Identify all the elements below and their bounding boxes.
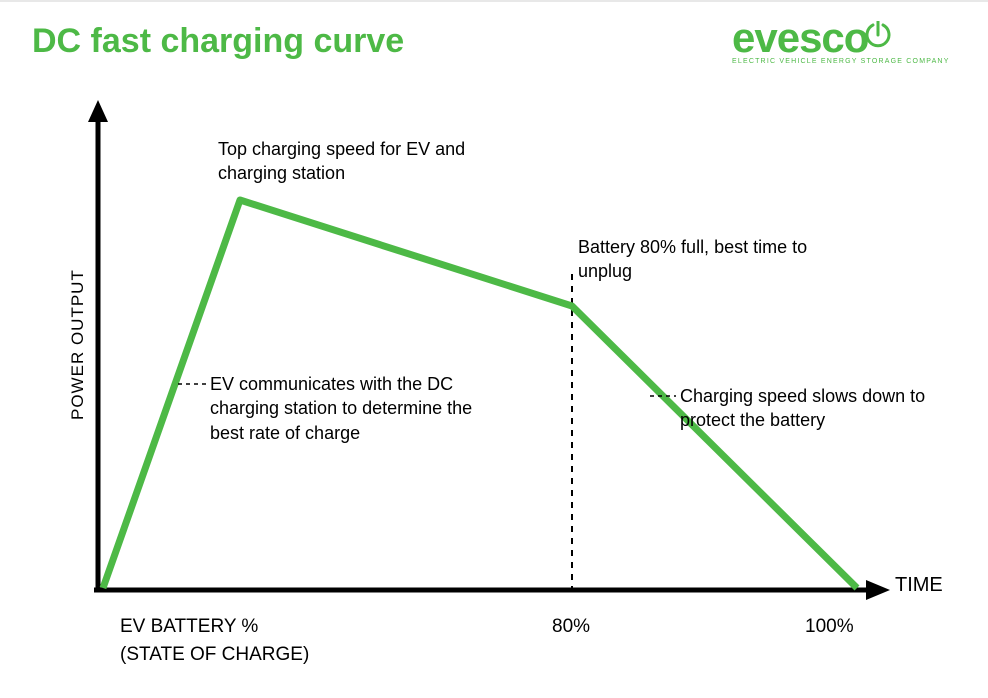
annot-battery-80: Battery 80% full, best time to unplug: [578, 235, 823, 284]
chart-svg: [0, 0, 988, 698]
xtick-80: 80%: [552, 614, 590, 640]
x-axis-subtitle: EV BATTERY % (STATE OF CHARGE): [120, 613, 309, 668]
annot-slows-down: Charging speed slows down to protect the…: [680, 384, 930, 433]
chart-container: DC fast charging curve evesco ELECTRIC V…: [0, 0, 988, 698]
y-axis-label: POWER OUTPUT: [68, 269, 88, 420]
xtick-100: 100%: [805, 614, 854, 640]
x-axis-label: TIME: [895, 574, 943, 597]
annot-ev-communicates: EV communicates with the DC charging sta…: [210, 372, 490, 445]
x-axis-arrow: [866, 580, 890, 600]
annot-top-speed: Top charging speed for EV and charging s…: [218, 137, 478, 186]
y-axis-arrow: [88, 100, 108, 122]
